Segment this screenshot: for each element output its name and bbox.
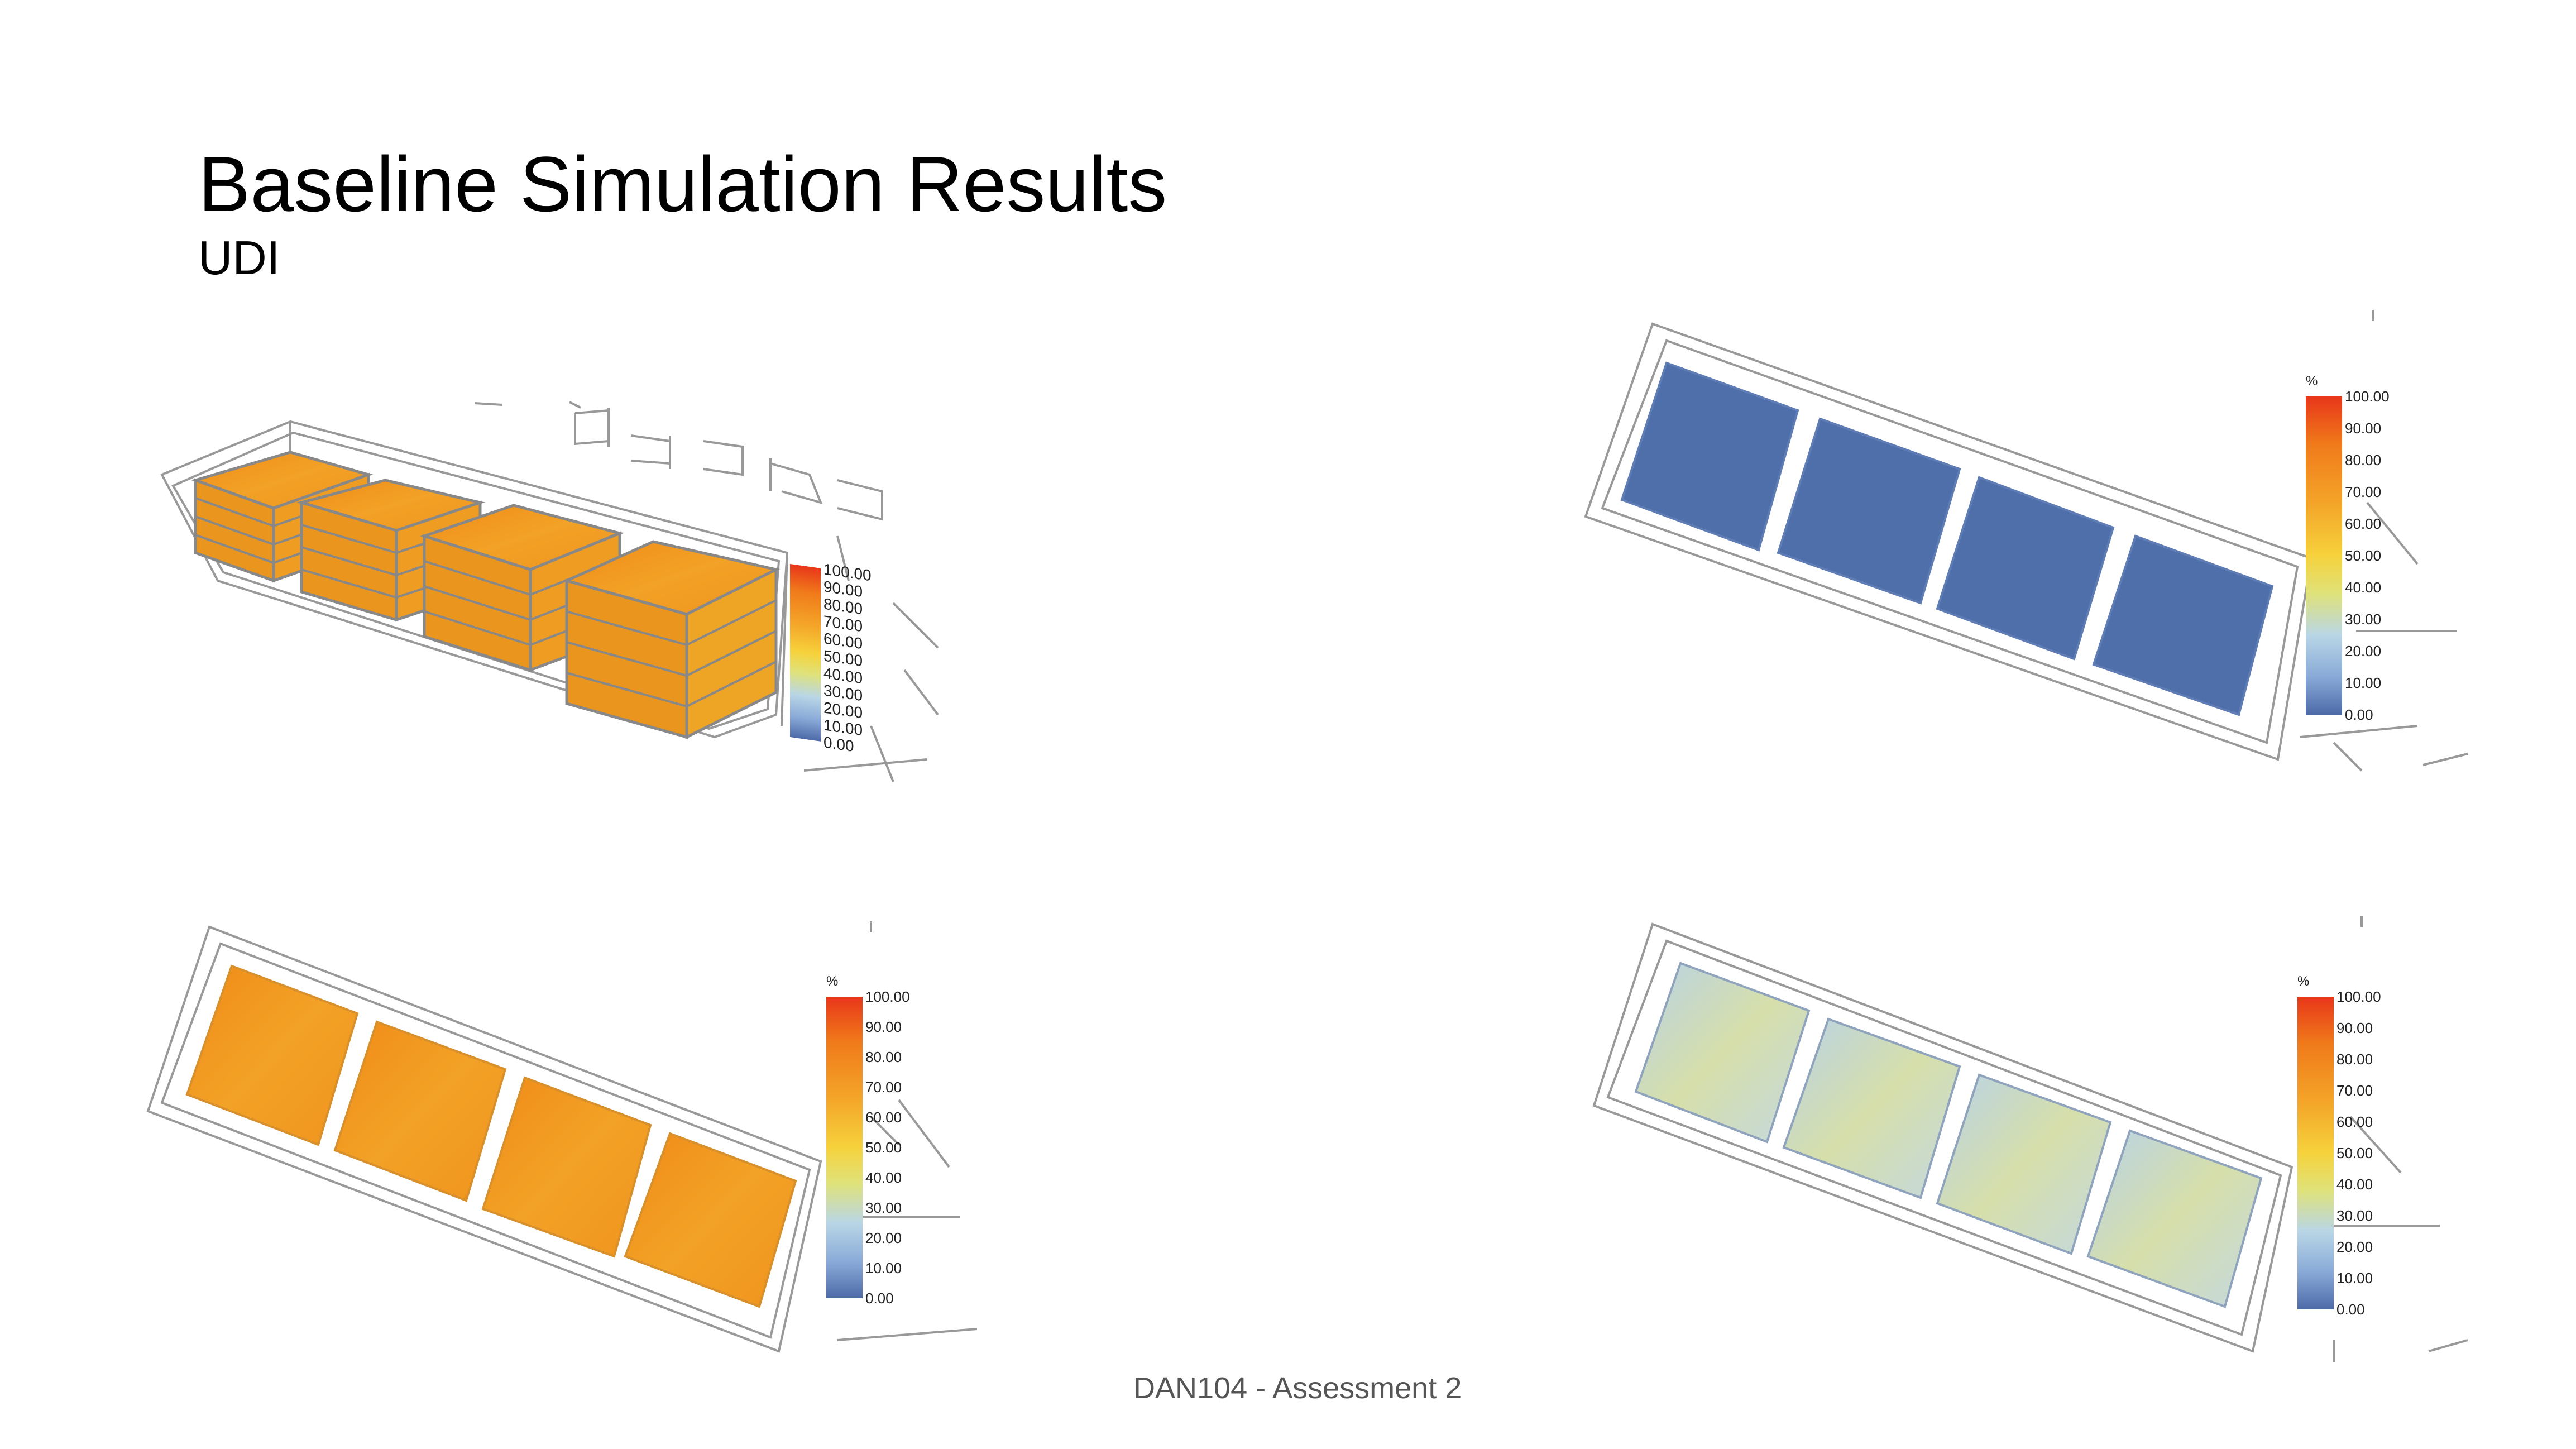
plan-frame [1584, 310, 2468, 772]
legend-tick-label: 80.00 [2345, 452, 2381, 468]
legend-tick-label: 20.00 [865, 1230, 902, 1246]
perspective-wireframe [160, 401, 939, 782]
legend-tick-label: 10.00 [865, 1260, 902, 1276]
legend-tick-label: 0.00 [865, 1290, 894, 1307]
legend-tick-label: 70.00 [2336, 1082, 2373, 1099]
legend-tick-label: 30.00 [865, 1199, 902, 1216]
legend-unit: % [826, 974, 838, 989]
legend-tick-label: 10.00 [2345, 675, 2381, 691]
legend-tick-label: 100.00 [865, 988, 910, 1005]
legend-unit: % [2306, 374, 2318, 389]
legend-tick-label: 0.00 [2345, 706, 2373, 723]
legend-tick-label: 70.00 [865, 1079, 902, 1096]
legend-tick-label: 90.00 [2336, 1020, 2373, 1036]
legend-unit: % [2297, 974, 2309, 989]
legend-tick-label: 100.00 [2336, 988, 2381, 1005]
legend-tick-label: 0.00 [823, 734, 854, 755]
legend-tick-label: 60.00 [2345, 515, 2381, 532]
building-block-4 [562, 540, 781, 740]
legend-ticks: 100.00 90.00 80.00 70.00 60.00 50.00 40.00 30.0… [2336, 988, 2381, 1318]
legend-tick-label: 60.00 [2336, 1113, 2373, 1130]
plan-frame [146, 921, 978, 1353]
legend-tick-label: 40.00 [2345, 579, 2381, 596]
legend-tick-label: 80.00 [865, 1049, 902, 1065]
legend-tick-label: 90.00 [865, 1018, 902, 1035]
legend-tick-label: 100.00 [2345, 388, 2390, 405]
plan-zones [1634, 962, 2263, 1308]
legend-tick-label: 60.00 [865, 1109, 902, 1126]
plan-zones [185, 964, 797, 1308]
slide-title: Baseline Simulation Results [198, 140, 1167, 228]
legend-tick-label: 40.00 [865, 1169, 902, 1186]
legend-gradient-bar [790, 564, 821, 742]
legend-ticks: 100.00 90.00 80.00 70.00 60.00 50.00 40.00 30.0… [865, 988, 910, 1307]
plan-zones [1620, 361, 2274, 716]
legend-tick-label: 70.00 [2345, 484, 2381, 500]
perspective-legend: 100.0090.0080.0070.0060.0050.0040.0030.0… [790, 561, 872, 755]
legend-tick-label: 50.00 [2345, 547, 2381, 564]
legend-tick-label: 80.00 [2336, 1051, 2373, 1068]
legend-tick-label: 20.00 [2345, 643, 2381, 659]
legend-tick-label: 50.00 [2336, 1145, 2373, 1161]
slide-footer: DAN104 - Assessment 2 [1133, 1371, 1462, 1405]
legend-tick-label: 30.00 [2336, 1207, 2373, 1224]
slide-subtitle: UDI [198, 232, 280, 285]
legend-gradient-bar [2306, 396, 2342, 715]
legend-top-right: % 100.00 90.00 80.00 70.00 60.00 50.00 40.00 30… [2306, 374, 2390, 723]
legend-tick-label: 0.00 [2336, 1301, 2365, 1318]
legend-tick-label: 90.00 [2345, 420, 2381, 437]
legend-tick-label: 30.00 [2345, 611, 2381, 628]
legend-gradient-bar [2297, 997, 2334, 1309]
legend-bottom-right: % 100.00 90.00 80.00 70.00 60.00 50.00 40.00 30… [2297, 974, 2381, 1318]
legend-tick-label: 10.00 [2336, 1270, 2373, 1287]
legend-tick-label: 50.00 [865, 1139, 902, 1156]
perspective-building [190, 451, 781, 740]
legend-ticks: 100.00 90.00 80.00 70.00 60.00 50.00 40.00 30.0… [2345, 388, 2390, 723]
legend-bottom-left: % 100.00 90.00 80.00 70.00 60.00 50.00 40.00 30… [826, 974, 910, 1307]
legend-gradient-bar [826, 997, 863, 1298]
legend-tick-label: 20.00 [2336, 1238, 2373, 1255]
legend-tick-label: 40.00 [2336, 1176, 2373, 1193]
